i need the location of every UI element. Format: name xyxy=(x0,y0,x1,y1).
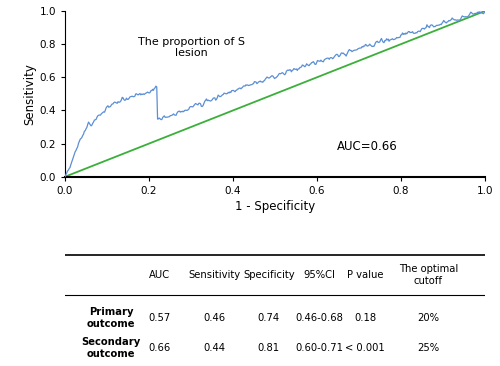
Text: Secondary
outcome: Secondary outcome xyxy=(82,337,141,359)
Text: AUC=0.66: AUC=0.66 xyxy=(337,141,398,153)
Text: 0.46-0.68: 0.46-0.68 xyxy=(295,313,343,323)
Text: The optimal
cutoff: The optimal cutoff xyxy=(398,265,458,286)
Text: < 0.001: < 0.001 xyxy=(346,343,385,353)
Text: The proportion of S
lesion: The proportion of S lesion xyxy=(138,37,244,58)
Text: 0.44: 0.44 xyxy=(203,343,225,353)
Text: 0.81: 0.81 xyxy=(258,343,280,353)
Text: P value: P value xyxy=(347,270,384,280)
Text: Specificity: Specificity xyxy=(243,270,294,280)
Text: 0.66: 0.66 xyxy=(148,343,171,353)
Text: 0.60-0.71: 0.60-0.71 xyxy=(295,343,343,353)
Text: 25%: 25% xyxy=(417,343,440,353)
Text: 20%: 20% xyxy=(418,313,440,323)
X-axis label: 1 - Specificity: 1 - Specificity xyxy=(235,200,315,213)
Text: 95%CI: 95%CI xyxy=(303,270,335,280)
Text: 0.57: 0.57 xyxy=(148,313,171,323)
Text: Sensitivity: Sensitivity xyxy=(188,270,240,280)
Y-axis label: Sensitivity: Sensitivity xyxy=(24,63,36,125)
Text: 0.74: 0.74 xyxy=(258,313,280,323)
Text: 0.18: 0.18 xyxy=(354,313,376,323)
Text: AUC: AUC xyxy=(149,270,170,280)
Text: Primary
outcome: Primary outcome xyxy=(87,307,136,329)
Text: 0.46: 0.46 xyxy=(203,313,225,323)
